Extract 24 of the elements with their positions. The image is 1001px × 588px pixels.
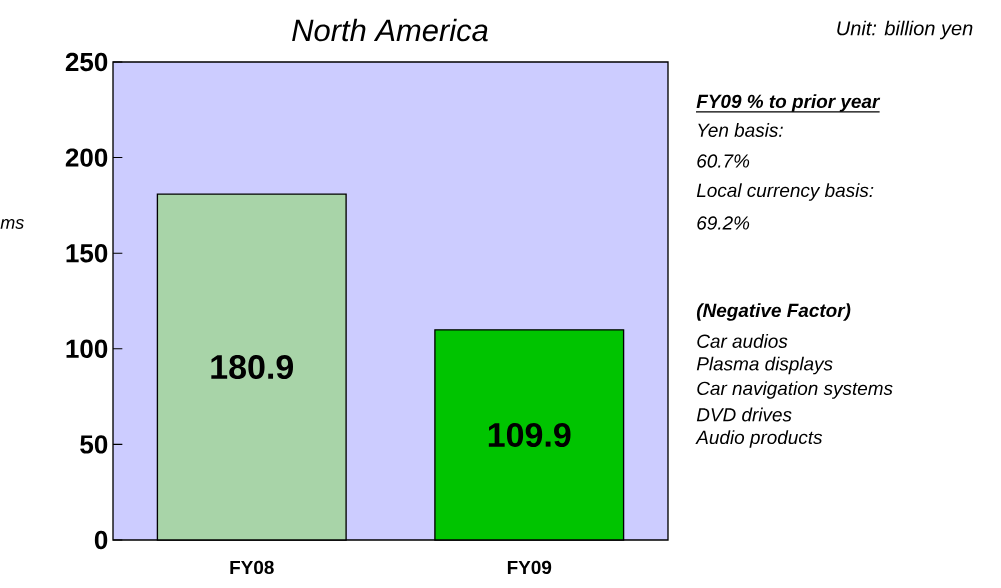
text: DVD drives xyxy=(696,407,792,422)
text: 69.2% xyxy=(697,216,750,230)
y-tick-label: 150 xyxy=(66,243,108,263)
text: ms xyxy=(0,219,24,229)
text: Yen basis: xyxy=(698,123,783,137)
data-label: 109.9 xyxy=(488,422,571,447)
text: Plasma displays xyxy=(696,356,833,375)
y-tick-label: 250 xyxy=(65,52,108,72)
text: FY09 % to prior year xyxy=(696,94,881,112)
text: Audio products xyxy=(695,430,823,448)
text: Unit: billion yen xyxy=(837,20,973,40)
chart-title: North America xyxy=(292,18,488,42)
text: Local currency basis: xyxy=(696,183,874,201)
y-tick-label: 0 xyxy=(94,530,108,550)
y-tick-label: 50 xyxy=(80,435,108,454)
text: Car navigation systems xyxy=(697,381,893,399)
text: Car audios xyxy=(697,334,788,348)
x-tick-label: FY09 xyxy=(507,560,552,575)
data-label: 180.9 xyxy=(211,355,294,380)
x-tick-label: FY08 xyxy=(230,560,274,575)
text: (Negative Factor) xyxy=(696,303,851,321)
y-tick-label: 200 xyxy=(65,148,108,167)
y-tick-label: 100 xyxy=(66,339,108,358)
text: 60.7% xyxy=(697,154,750,168)
